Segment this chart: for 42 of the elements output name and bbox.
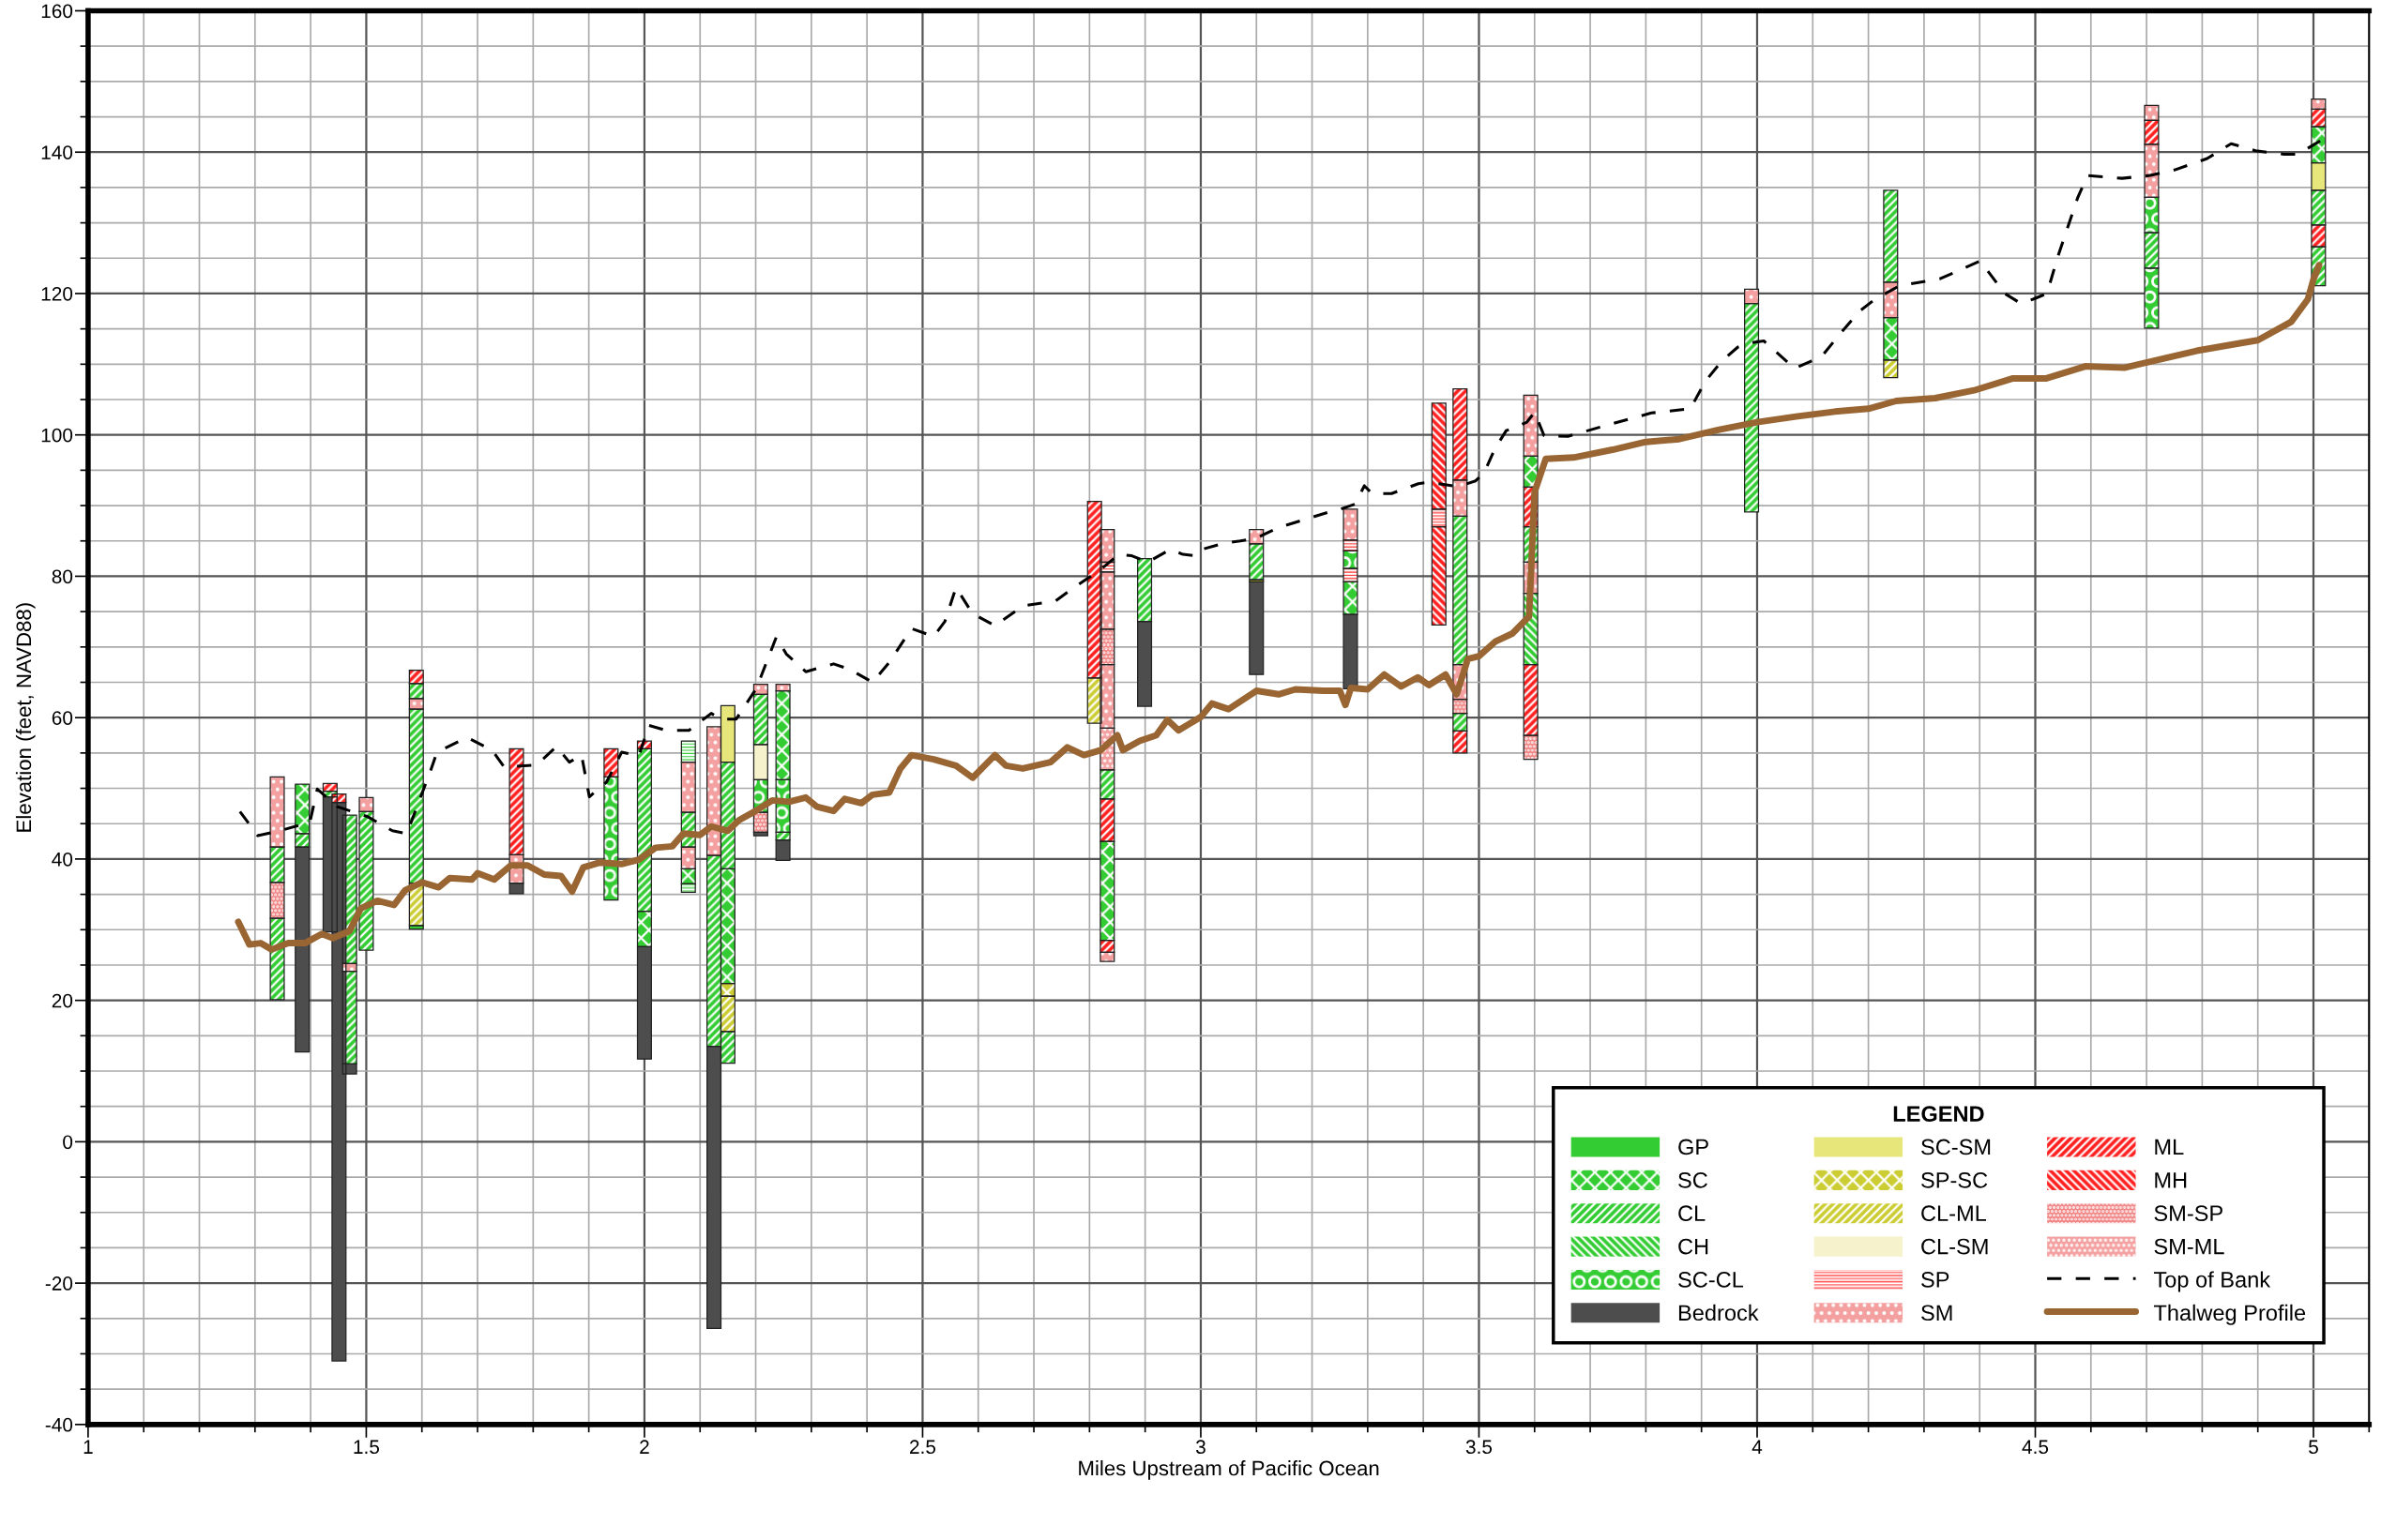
- y-tick-label: 60: [52, 711, 73, 725]
- y-tick-label: 160: [41, 4, 73, 19]
- legend-label: MH: [2155, 1172, 2187, 1188]
- x-tick-label: 5: [2309, 1440, 2318, 1455]
- y-tick-label: 20: [52, 993, 73, 1008]
- x-axis-title: Miles Upstream of Pacific Ocean: [1079, 1460, 1379, 1480]
- legend-label: CH: [1678, 1238, 1708, 1255]
- legend-label: SM-ML: [2154, 1238, 2224, 1255]
- legend-label: SM: [1921, 1305, 1952, 1321]
- x-tick-label: 2: [640, 1440, 649, 1454]
- legend-label: SM-SP: [2154, 1205, 2222, 1222]
- legend-label: CL: [1678, 1205, 1706, 1222]
- y-tick-label: 120: [41, 286, 73, 301]
- x-tick-label: 3.5: [1465, 1440, 1493, 1455]
- x-tick-label: 4: [1752, 1440, 1763, 1454]
- legend-label: ML: [2155, 1139, 2184, 1155]
- y-axis-title: Elevation (feet, NAVD88): [15, 603, 36, 832]
- y-tick-label: 80: [52, 569, 73, 584]
- x-tick-label: 1: [83, 1440, 93, 1454]
- x-tick-label: 3: [1195, 1440, 1206, 1455]
- legend-label: SC-CL: [1678, 1272, 1744, 1288]
- y-tick-label: 100: [41, 428, 73, 443]
- legend-label: Top of Bank: [2153, 1271, 2271, 1292]
- x-tick-label: 2.5: [910, 1440, 936, 1455]
- y-tick-label: 0: [63, 1135, 73, 1150]
- legend-label: Thalweg Profile: [2153, 1304, 2306, 1325]
- legend-label: SP-SC: [1921, 1171, 1988, 1188]
- legend-label: Bedrock: [1678, 1304, 1759, 1321]
- y-tick-label: -40: [45, 1417, 73, 1432]
- legend-title: LEGEND: [1893, 1106, 1984, 1122]
- x-tick-label: 1.5: [354, 1440, 380, 1455]
- legend-label: SC-SM: [1921, 1139, 1991, 1155]
- legend-label: GP: [1678, 1139, 1708, 1155]
- legend-label: SP: [1921, 1272, 1949, 1288]
- y-tick-label: 140: [41, 145, 73, 159]
- line-series: [238, 139, 2322, 838]
- y-tick-label: -20: [45, 1276, 73, 1291]
- legend-label: CL-SM: [1921, 1238, 1988, 1255]
- x-tick-label: 4.5: [2022, 1440, 2049, 1455]
- y-tick-label: 40: [52, 852, 73, 867]
- legend-label: SC: [1678, 1171, 1707, 1188]
- legend-label: CL-ML: [1921, 1205, 1987, 1222]
